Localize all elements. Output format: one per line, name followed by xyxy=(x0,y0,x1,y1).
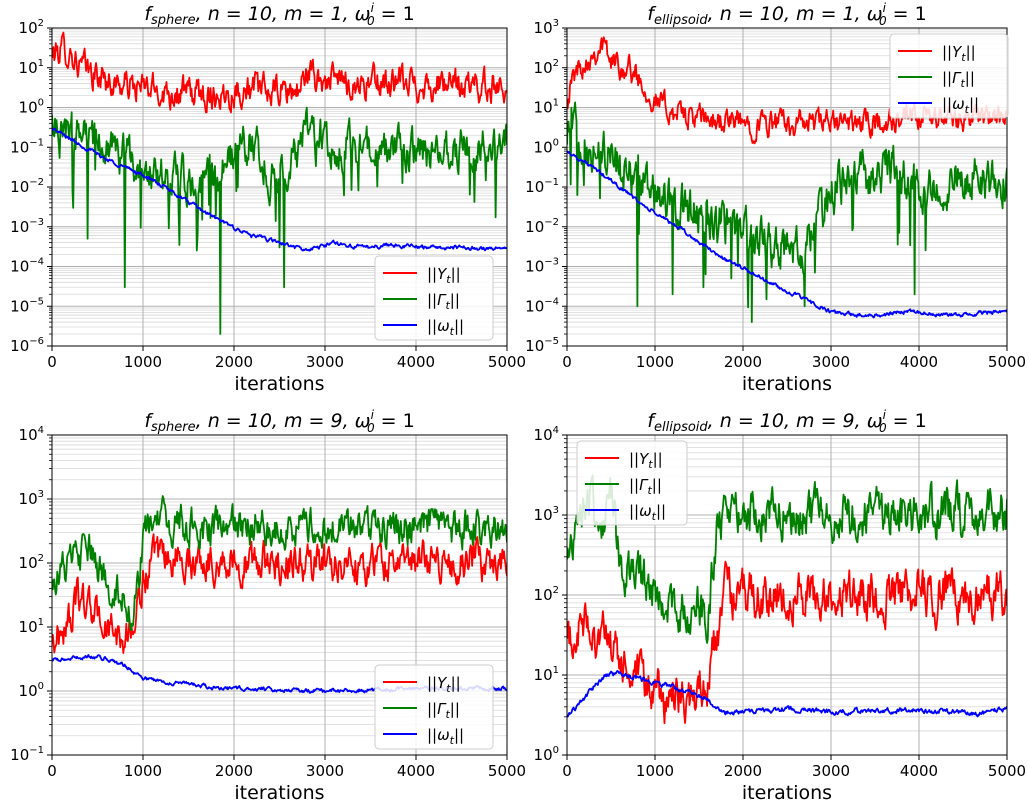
legend-label: ||ωt|| xyxy=(427,726,464,747)
y-tick-label: 100 xyxy=(19,681,44,700)
x-tick-label: 0 xyxy=(47,762,57,780)
y-tick-label: 10−5 xyxy=(10,296,44,315)
x-tick-label: 1000 xyxy=(124,762,162,780)
y-tick-label: 10−2 xyxy=(10,177,44,196)
y-tick-label: 103 xyxy=(534,18,559,37)
x-tick-label: 4000 xyxy=(900,762,938,780)
chart-title: fsphere, n = 10, m = 9, ωi 0 = 1 xyxy=(144,408,414,435)
legend-box xyxy=(374,255,494,341)
x-tick-label: 4000 xyxy=(397,762,435,780)
legend-label: ||Γt|| xyxy=(427,700,460,721)
chart-title: fsphere, n = 10, m = 1, ωi 0 = 1 xyxy=(144,1,414,28)
legend-box xyxy=(889,33,1009,119)
legend: ||Yt|| ||Γt|| ||ωt|| xyxy=(374,664,494,750)
x-tick-label: 0 xyxy=(562,762,572,780)
x-axis-label: iterations xyxy=(234,782,324,804)
x-tick-label: 3000 xyxy=(306,353,344,371)
x-tick-label: 1000 xyxy=(636,762,674,780)
y-tick-label: 10−1 xyxy=(525,177,559,196)
x-tick-label: 5000 xyxy=(488,762,526,780)
series-line-2 xyxy=(52,495,507,632)
legend-label: ||ωt|| xyxy=(942,95,979,116)
y-tick-label: 101 xyxy=(19,58,44,77)
y-tick-label: 104 xyxy=(534,425,559,444)
y-tick-label: 103 xyxy=(19,489,44,508)
series-line-3 xyxy=(567,670,1007,718)
legend: ||Yt|| ||Γt|| ||ωt|| xyxy=(576,440,688,526)
y-tick-label: 101 xyxy=(534,98,559,117)
x-axis-label: iterations xyxy=(234,373,324,395)
y-tick-label: 10−1 xyxy=(10,745,44,764)
chart-panel-2: 0 1000 2000 3000 4000 5000 10−5 10−4 10−3 10−2 10−… xyxy=(525,1,1026,395)
y-tick-label: 102 xyxy=(19,18,44,37)
x-tick-label: 2000 xyxy=(724,762,762,780)
y-tick-label: 103 xyxy=(534,505,559,524)
legend-box xyxy=(576,440,688,526)
y-tick-label: 100 xyxy=(19,98,44,117)
y-tick-label: 10−1 xyxy=(10,137,44,156)
legend: ||Yt|| ||Γt|| ||ωt|| xyxy=(374,255,494,341)
series-line-3 xyxy=(52,127,507,252)
x-tick-label: 4000 xyxy=(397,353,435,371)
series-line-1 xyxy=(52,533,507,654)
series-line-2 xyxy=(567,101,1007,324)
chart-title: fellipsoid, n = 10, m = 9, ωi 0 = 1 xyxy=(647,408,926,435)
legend-label: ||Yt|| xyxy=(942,43,976,64)
y-tick-label: 100 xyxy=(534,745,559,764)
y-tick-label: 101 xyxy=(19,617,44,636)
x-tick-label: 2000 xyxy=(215,353,253,371)
x-tick-label: 1000 xyxy=(124,353,162,371)
legend-label: ||ωt|| xyxy=(629,502,666,523)
x-tick-label: 3000 xyxy=(812,353,850,371)
chart-title: fellipsoid, n = 10, m = 1, ωi 0 = 1 xyxy=(647,1,926,28)
legend-label: ||ωt|| xyxy=(427,317,464,338)
legend-label: ||Yt|| xyxy=(427,265,461,286)
chart-panel-3: 0 1000 2000 3000 4000 5000 10−1 100 101 102 103 104… xyxy=(10,408,526,804)
y-tick-label: 10−3 xyxy=(525,257,559,276)
axes-frame xyxy=(51,434,508,756)
legend-label: ||Γt|| xyxy=(629,476,662,497)
legend-label: ||Yt|| xyxy=(629,450,663,471)
y-tick-label: 102 xyxy=(534,58,559,77)
x-axis-label: iterations xyxy=(742,373,832,395)
x-tick-label: 2000 xyxy=(724,353,762,371)
y-tick-label: 100 xyxy=(534,137,559,156)
y-tick-label: 10−4 xyxy=(10,257,44,276)
x-tick-label: 5000 xyxy=(988,762,1026,780)
chart-panel-4: 0 1000 2000 3000 4000 5000 100 101 102 103 104 iter… xyxy=(534,408,1027,804)
x-tick-label: 0 xyxy=(562,353,572,371)
chart-panel-1: 0 1000 2000 3000 4000 5000 10−6 10−5 10−4 10−3 10−… xyxy=(10,1,526,395)
series-line-3 xyxy=(567,150,1007,319)
legend-label: ||Γt|| xyxy=(942,69,975,90)
x-tick-label: 2000 xyxy=(215,762,253,780)
series-line-2 xyxy=(567,474,1007,644)
y-tick-label: 102 xyxy=(534,585,559,604)
legend-label: ||Γt|| xyxy=(427,291,460,312)
legend-box xyxy=(374,664,494,750)
x-tick-label: 3000 xyxy=(306,762,344,780)
series-line-2 xyxy=(52,106,507,335)
x-tick-label: 5000 xyxy=(488,353,526,371)
y-tick-label: 104 xyxy=(19,425,44,444)
legend: ||Yt|| ||Γt|| ||ωt|| xyxy=(889,33,1009,119)
y-tick-label: 10−5 xyxy=(525,336,559,355)
y-tick-label: 10−4 xyxy=(525,296,559,315)
x-tick-label: 3000 xyxy=(812,762,850,780)
legend-label: ||Yt|| xyxy=(427,674,461,695)
x-axis-label: iterations xyxy=(742,782,832,804)
y-tick-label: 101 xyxy=(534,665,559,684)
x-tick-label: 1000 xyxy=(636,353,674,371)
series-line-1 xyxy=(52,31,507,114)
x-tick-label: 0 xyxy=(47,353,57,371)
y-tick-label: 10−6 xyxy=(10,336,44,355)
series-line-1 xyxy=(567,560,1007,725)
y-tick-label: 10−3 xyxy=(10,217,44,236)
x-tick-label: 5000 xyxy=(988,353,1026,371)
y-tick-label: 10−2 xyxy=(525,217,559,236)
y-tick-label: 102 xyxy=(19,553,44,572)
x-tick-label: 4000 xyxy=(900,353,938,371)
